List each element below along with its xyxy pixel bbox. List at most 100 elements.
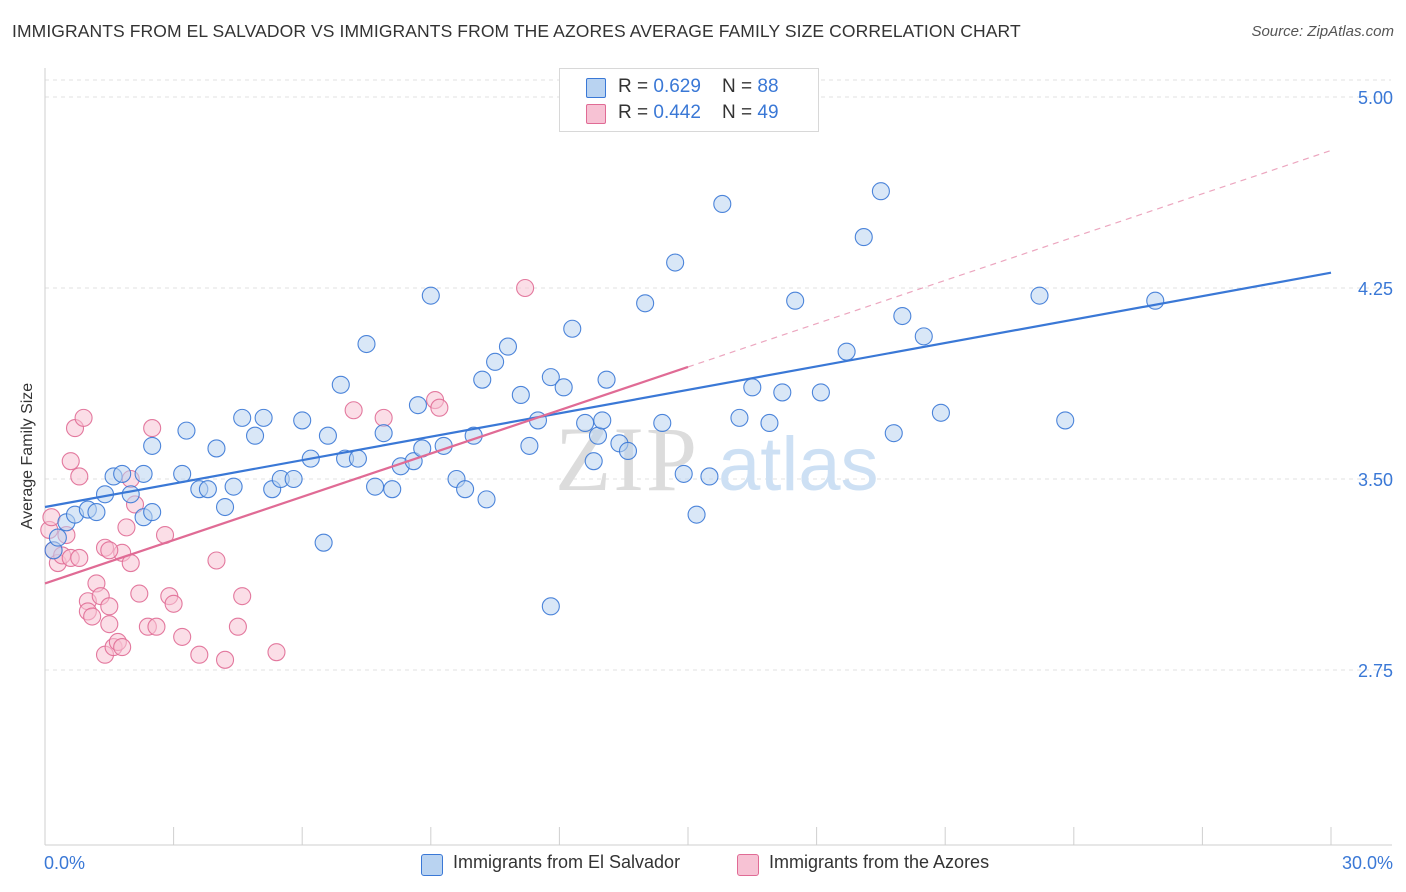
axes	[44, 68, 1392, 846]
el-salvador-point	[331, 375, 350, 394]
azores-point	[130, 584, 149, 603]
source-credit: Source: ZipAtlas.com	[1251, 23, 1394, 40]
azores-point	[233, 587, 252, 606]
el-salvador-point	[584, 452, 603, 471]
el-salvador-point	[837, 342, 856, 361]
el-salvador-point	[653, 413, 672, 433]
azores-point	[74, 408, 93, 427]
el-salvador-point	[1056, 411, 1075, 430]
azores-point	[190, 645, 209, 664]
el-salvador-point	[730, 408, 749, 427]
r-value: 0.442	[653, 102, 701, 123]
el-salvador-point	[931, 403, 950, 422]
azores-point	[228, 617, 247, 636]
el-salvador-point	[293, 411, 312, 430]
y-axis-label: Average Family Size	[19, 382, 36, 530]
trend-lines	[44, 149, 1332, 585]
el-salvador-point	[233, 408, 252, 427]
el-salvador-point	[700, 467, 719, 486]
el-salvador-trend-line	[44, 271, 1332, 509]
azores-point	[117, 518, 136, 537]
el-salvador-point	[871, 182, 890, 201]
el-salvador-point	[854, 228, 873, 247]
el-salvador-point	[1030, 286, 1049, 305]
series-el-salvador-points	[44, 182, 1165, 616]
el-salvador-point	[554, 378, 573, 397]
r-label: R =	[618, 102, 654, 123]
y-tick-labels: 2.75 3.50 4.25 5.00	[1358, 88, 1393, 681]
azores-point	[147, 617, 166, 636]
el-salvador-point	[473, 370, 492, 389]
azores-trend-line	[44, 365, 689, 585]
el-salvador-point	[713, 194, 732, 214]
el-salvador-point	[215, 497, 235, 517]
el-salvador-point	[143, 503, 162, 522]
legend-swatch-pink	[586, 104, 606, 124]
azores-point	[100, 615, 119, 634]
el-salvador-point	[113, 464, 132, 483]
el-salvador-point	[674, 464, 693, 483]
el-salvador-point	[134, 464, 153, 483]
azores-point	[100, 541, 119, 560]
legend-swatch-blue	[586, 78, 606, 98]
el-salvador-point	[893, 306, 912, 326]
chart-title: IMMIGRANTS FROM EL SALVADOR VS IMMIGRANT…	[12, 21, 1021, 41]
x-tick-label: 0.0%	[44, 853, 85, 873]
el-salvador-point	[348, 449, 367, 468]
y-tick-label: 5.00	[1358, 88, 1393, 108]
el-salvador-point	[383, 480, 402, 499]
azores-point	[164, 594, 183, 613]
el-salvador-point	[456, 480, 475, 499]
el-salvador-point	[588, 426, 608, 445]
el-salvador-point	[366, 477, 385, 496]
el-salvador-point	[357, 334, 376, 354]
el-salvador-point	[520, 436, 539, 455]
el-salvador-point	[421, 286, 440, 305]
el-salvador-point	[563, 319, 582, 338]
el-salvador-point	[245, 426, 265, 445]
r-value: 0.629	[653, 76, 701, 97]
n-label: N =	[722, 76, 758, 97]
azores-point	[113, 638, 132, 657]
azores-point	[61, 452, 80, 471]
el-salvador-point	[318, 426, 337, 445]
series-azores-points	[40, 278, 535, 669]
el-salvador-point	[198, 480, 217, 499]
azores-point	[100, 597, 119, 616]
el-salvador-point	[254, 408, 273, 427]
azores-point	[430, 398, 449, 417]
azores-point	[173, 627, 192, 646]
legend-label: Immigrants from the Azores	[769, 852, 990, 872]
el-salvador-point	[773, 383, 792, 402]
el-salvador-point	[636, 294, 655, 313]
el-salvador-point	[486, 352, 505, 371]
n-value: 49	[757, 102, 779, 123]
el-salvador-point	[687, 505, 706, 524]
legend-label: Immigrants from El Salvador	[453, 852, 681, 872]
el-salvador-point	[314, 533, 333, 552]
el-salvador-point	[786, 291, 805, 310]
el-salvador-point	[760, 413, 779, 433]
x-tick-label: 30.0%	[1342, 853, 1393, 873]
r-label: R =	[618, 76, 654, 97]
el-salvador-point	[576, 413, 595, 433]
el-salvador-point	[511, 385, 530, 405]
el-salvador-point	[811, 383, 830, 402]
el-salvador-point	[143, 436, 162, 455]
el-salvador-point	[593, 411, 612, 430]
y-tick-label: 4.25	[1358, 279, 1393, 299]
azores-point	[42, 508, 61, 527]
el-salvador-point	[408, 396, 427, 415]
el-salvador-point	[374, 424, 393, 443]
el-salvador-point	[914, 327, 933, 346]
azores-trend-extension	[687, 149, 1332, 368]
el-salvador-point	[541, 368, 560, 387]
el-salvador-point	[597, 370, 616, 389]
n-label: N =	[722, 102, 758, 123]
azores-point	[143, 419, 162, 438]
stats-legend: R = 0.629 N = 88 R = 0.442 N = 49	[559, 68, 819, 132]
azores-point	[374, 408, 393, 427]
y-tick-label: 3.50	[1358, 470, 1393, 490]
azores-point	[267, 643, 286, 662]
